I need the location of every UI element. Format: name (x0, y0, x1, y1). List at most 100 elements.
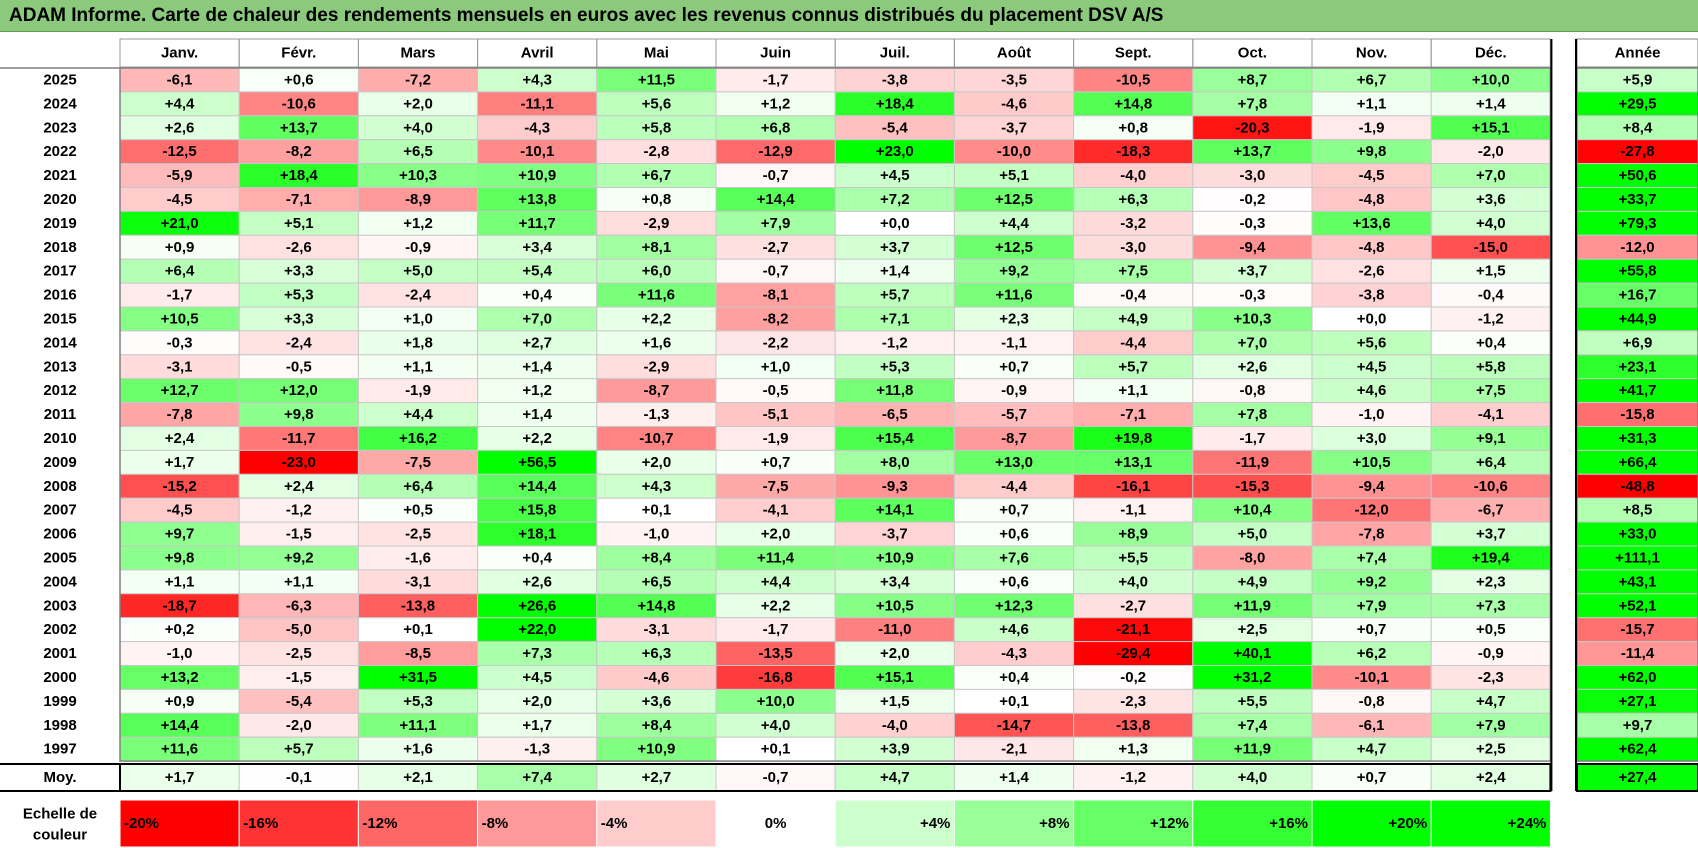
average-cell-value: +1,4 (999, 769, 1029, 786)
heatmap-cell-value: -10,0 (997, 143, 1031, 160)
heatmap-cell-value: +7,6 (999, 549, 1029, 566)
heatmap-cell-value: -10,7 (639, 430, 673, 447)
heatmap-cell-value: -10,6 (1474, 478, 1508, 495)
heatmap-cell-value: +11,1 (399, 717, 436, 734)
heatmap-cell-value: +8,1 (642, 239, 672, 256)
heatmap-cell-value: -2,6 (1359, 263, 1385, 280)
heatmap-cell-value: +6,5 (642, 573, 672, 590)
heatmap-cell-value: +4,4 (165, 95, 195, 112)
heatmap-cell-value: +13,1 (1114, 454, 1152, 471)
heatmap-cell-value: -1,7 (763, 621, 789, 638)
heatmap-cell-value: +12,0 (280, 382, 318, 399)
heatmap-cell-value: -11,7 (282, 430, 315, 447)
heatmap-cell-value: +9,7 (165, 526, 195, 543)
heatmap-cell-value: +9,1 (1476, 430, 1506, 447)
heatmap-cell-value: -0,7 (763, 167, 789, 184)
heatmap-cell-value: +14,4 (757, 191, 796, 208)
heatmap-cell-value: +7,9 (1476, 717, 1506, 734)
heatmap-cell-value: +1,2 (522, 382, 552, 399)
heatmap-cell-value: +4,9 (1238, 573, 1268, 590)
year-label: 2018 (43, 239, 76, 256)
heatmap-cell-value: -2,3 (1478, 669, 1504, 686)
heatmap-cell-value: +0,1 (999, 693, 1029, 710)
heatmap-cell-value: +0,7 (999, 358, 1029, 375)
annual-cell-value: -15,8 (1620, 406, 1654, 423)
heatmap-cell-value: +2,5 (1476, 741, 1506, 758)
heatmap-cell-value: +1,5 (1476, 263, 1506, 280)
year-label: 2022 (43, 143, 76, 160)
color-scale-swatch (1192, 799, 1313, 848)
heatmap-cell-value: -7,5 (763, 478, 789, 495)
heatmap-cell-value: +9,2 (999, 263, 1029, 280)
heatmap-cell-value: +2,6 (1238, 358, 1268, 375)
month-header-label: Janv. (161, 45, 198, 62)
year-label: 1997 (43, 741, 76, 758)
heatmap-cell-value: -2,1 (1001, 741, 1027, 758)
heatmap-cell-value: +5,7 (284, 741, 314, 758)
color-scale-swatch (1073, 799, 1194, 848)
annual-cell-value: -27,8 (1620, 143, 1654, 160)
heatmap-cell-value: -4,0 (1120, 167, 1146, 184)
heatmap-cell-value: +1,0 (403, 310, 433, 327)
heatmap-cell-value: -4,8 (1359, 191, 1385, 208)
heatmap-cell-value: +13,8 (518, 191, 556, 208)
heatmap-cell-value: +4,7 (1476, 693, 1506, 710)
average-cell-value: +4,7 (880, 769, 910, 786)
average-cell (1192, 763, 1313, 792)
color-scale-stop-label: -4% (601, 815, 628, 832)
heatmap-cell-value: +3,9 (880, 741, 910, 758)
month-header-label: Avril (521, 45, 554, 62)
year-label: 1998 (43, 717, 76, 734)
heatmap-cell-value: +7,0 (522, 310, 552, 327)
heatmap-cell-value: +14,4 (161, 717, 200, 734)
heatmap-cell-value: -16,1 (1116, 478, 1150, 495)
heatmap-cell-value: -5,9 (167, 167, 193, 184)
heatmap-cell-value: -2,3 (1120, 693, 1146, 710)
heatmap-cell-value: -1,3 (524, 741, 550, 758)
heatmap-cell-value: -15,0 (1474, 239, 1508, 256)
heatmap-cell-value: +5,1 (284, 215, 314, 232)
heatmap-cell-value: +6,4 (165, 263, 195, 280)
heatmap-cell-value: +1,6 (403, 741, 433, 758)
annual-header-cell (1576, 38, 1698, 68)
heatmap-cell-value: +1,3 (1118, 741, 1148, 758)
heatmap-cell-value: +19,8 (1114, 430, 1152, 447)
month-header-cell (1430, 38, 1551, 68)
color-scale-swatch (357, 799, 479, 848)
heatmap-cell-value: +56,5 (518, 454, 556, 471)
color-scale-stop-label: +12% (1150, 815, 1189, 832)
year-label: 2010 (43, 430, 76, 447)
color-scale-swatch (596, 799, 717, 848)
year-label: 2001 (43, 645, 76, 662)
heatmap-cell-value: -0,2 (1239, 191, 1265, 208)
heatmap-cell-value: +11,6 (638, 287, 675, 304)
annual-cell-value: +6,9 (1623, 334, 1653, 351)
heatmap-cell-value: -0,9 (1478, 645, 1504, 662)
heatmap-cell-value: +7,9 (761, 215, 791, 232)
annual-cell-value: -48,8 (1620, 478, 1654, 495)
heatmap-cell-value: +1,7 (522, 717, 552, 734)
heatmap-cell-value: +2,7 (522, 334, 552, 351)
heatmap-cell-value: +4,4 (761, 573, 791, 590)
heatmap-cell-value: +5,6 (642, 95, 672, 112)
heatmap-cell-value: +4,5 (880, 167, 910, 184)
heatmap-cell-value: +0,0 (880, 215, 910, 232)
average-cell (477, 763, 598, 792)
heatmap-cell-value: +3,7 (1476, 526, 1506, 543)
heatmap-cell-value: -4,6 (1001, 95, 1027, 112)
annual-cell-value: +8,5 (1623, 502, 1653, 519)
heatmap-cell-value: +2,0 (642, 454, 672, 471)
color-scale-stop-label: -12% (362, 815, 397, 832)
color-scale-swatch (119, 799, 240, 848)
heatmap-cell-value: -1,0 (167, 645, 193, 662)
heatmap-cell-value: +10,5 (1353, 454, 1391, 471)
heatmap-cell-value: +15,1 (876, 669, 914, 686)
heatmap-cell-value: -14,7 (997, 717, 1031, 734)
color-scale-stop-label: -20% (124, 815, 159, 832)
heatmap-cell-value: +18,1 (518, 526, 556, 543)
heatmap-cell-value: -5,4 (882, 119, 909, 136)
heatmap-cell-value: -1,9 (405, 382, 431, 399)
heatmap-cell-value: -3,1 (405, 573, 431, 590)
heatmap-cell-value: +10,9 (637, 741, 675, 758)
heatmap-cell-value: +0,7 (1357, 621, 1387, 638)
